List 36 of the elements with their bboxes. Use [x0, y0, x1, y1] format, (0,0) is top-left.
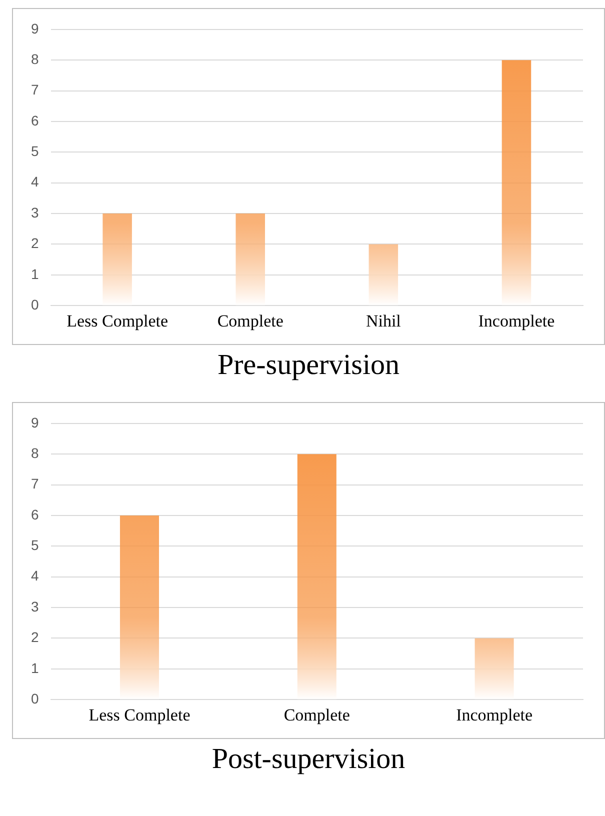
- y-tick-label: 1: [30, 660, 39, 676]
- y-tick-label: 7: [30, 476, 39, 492]
- y-tick-label: 5: [30, 143, 39, 160]
- y-tick-label: 5: [30, 537, 39, 554]
- bar: [120, 515, 160, 700]
- y-tick-label: 8: [30, 444, 39, 461]
- y-tick-label: 4: [30, 568, 39, 584]
- y-tick-label: 9: [30, 20, 39, 36]
- y-tick-label: 0: [30, 690, 39, 706]
- x-tick-label: Incomplete: [478, 311, 555, 330]
- x-tick-label: Less Complete: [88, 705, 190, 724]
- x-tick-label: Complete: [217, 311, 284, 330]
- bar: [502, 60, 532, 306]
- bar: [368, 244, 398, 306]
- y-tick-label: 0: [30, 296, 39, 312]
- y-tick-label: 9: [30, 414, 39, 430]
- x-tick-label: Incomplete: [456, 705, 533, 724]
- y-tick-label: 6: [30, 506, 39, 522]
- y-tick-label: 1: [30, 266, 39, 282]
- bar: [236, 214, 265, 306]
- y-tick-label: 8: [30, 50, 39, 67]
- text: Pre-supervision: [216, 349, 401, 382]
- y-tick-label: 2: [30, 235, 39, 252]
- y-tick-label: 2: [30, 629, 39, 646]
- y-tick-label: 7: [30, 82, 39, 98]
- text: Post-supervision: [210, 743, 406, 776]
- bar: [102, 214, 132, 306]
- y-tick-label: 3: [30, 598, 39, 614]
- x-tick-label: Complete: [284, 705, 350, 724]
- bar: [297, 454, 336, 700]
- y-tick-label: 3: [30, 204, 39, 220]
- x-tick-label: Nihil: [366, 311, 402, 330]
- y-tick-label: 4: [30, 174, 39, 190]
- bar: [474, 638, 514, 700]
- x-tick-label: Less Complete: [66, 311, 168, 330]
- y-tick-label: 6: [30, 112, 39, 128]
